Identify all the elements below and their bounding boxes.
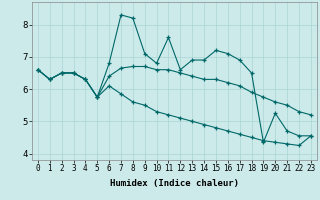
X-axis label: Humidex (Indice chaleur): Humidex (Indice chaleur) <box>110 179 239 188</box>
